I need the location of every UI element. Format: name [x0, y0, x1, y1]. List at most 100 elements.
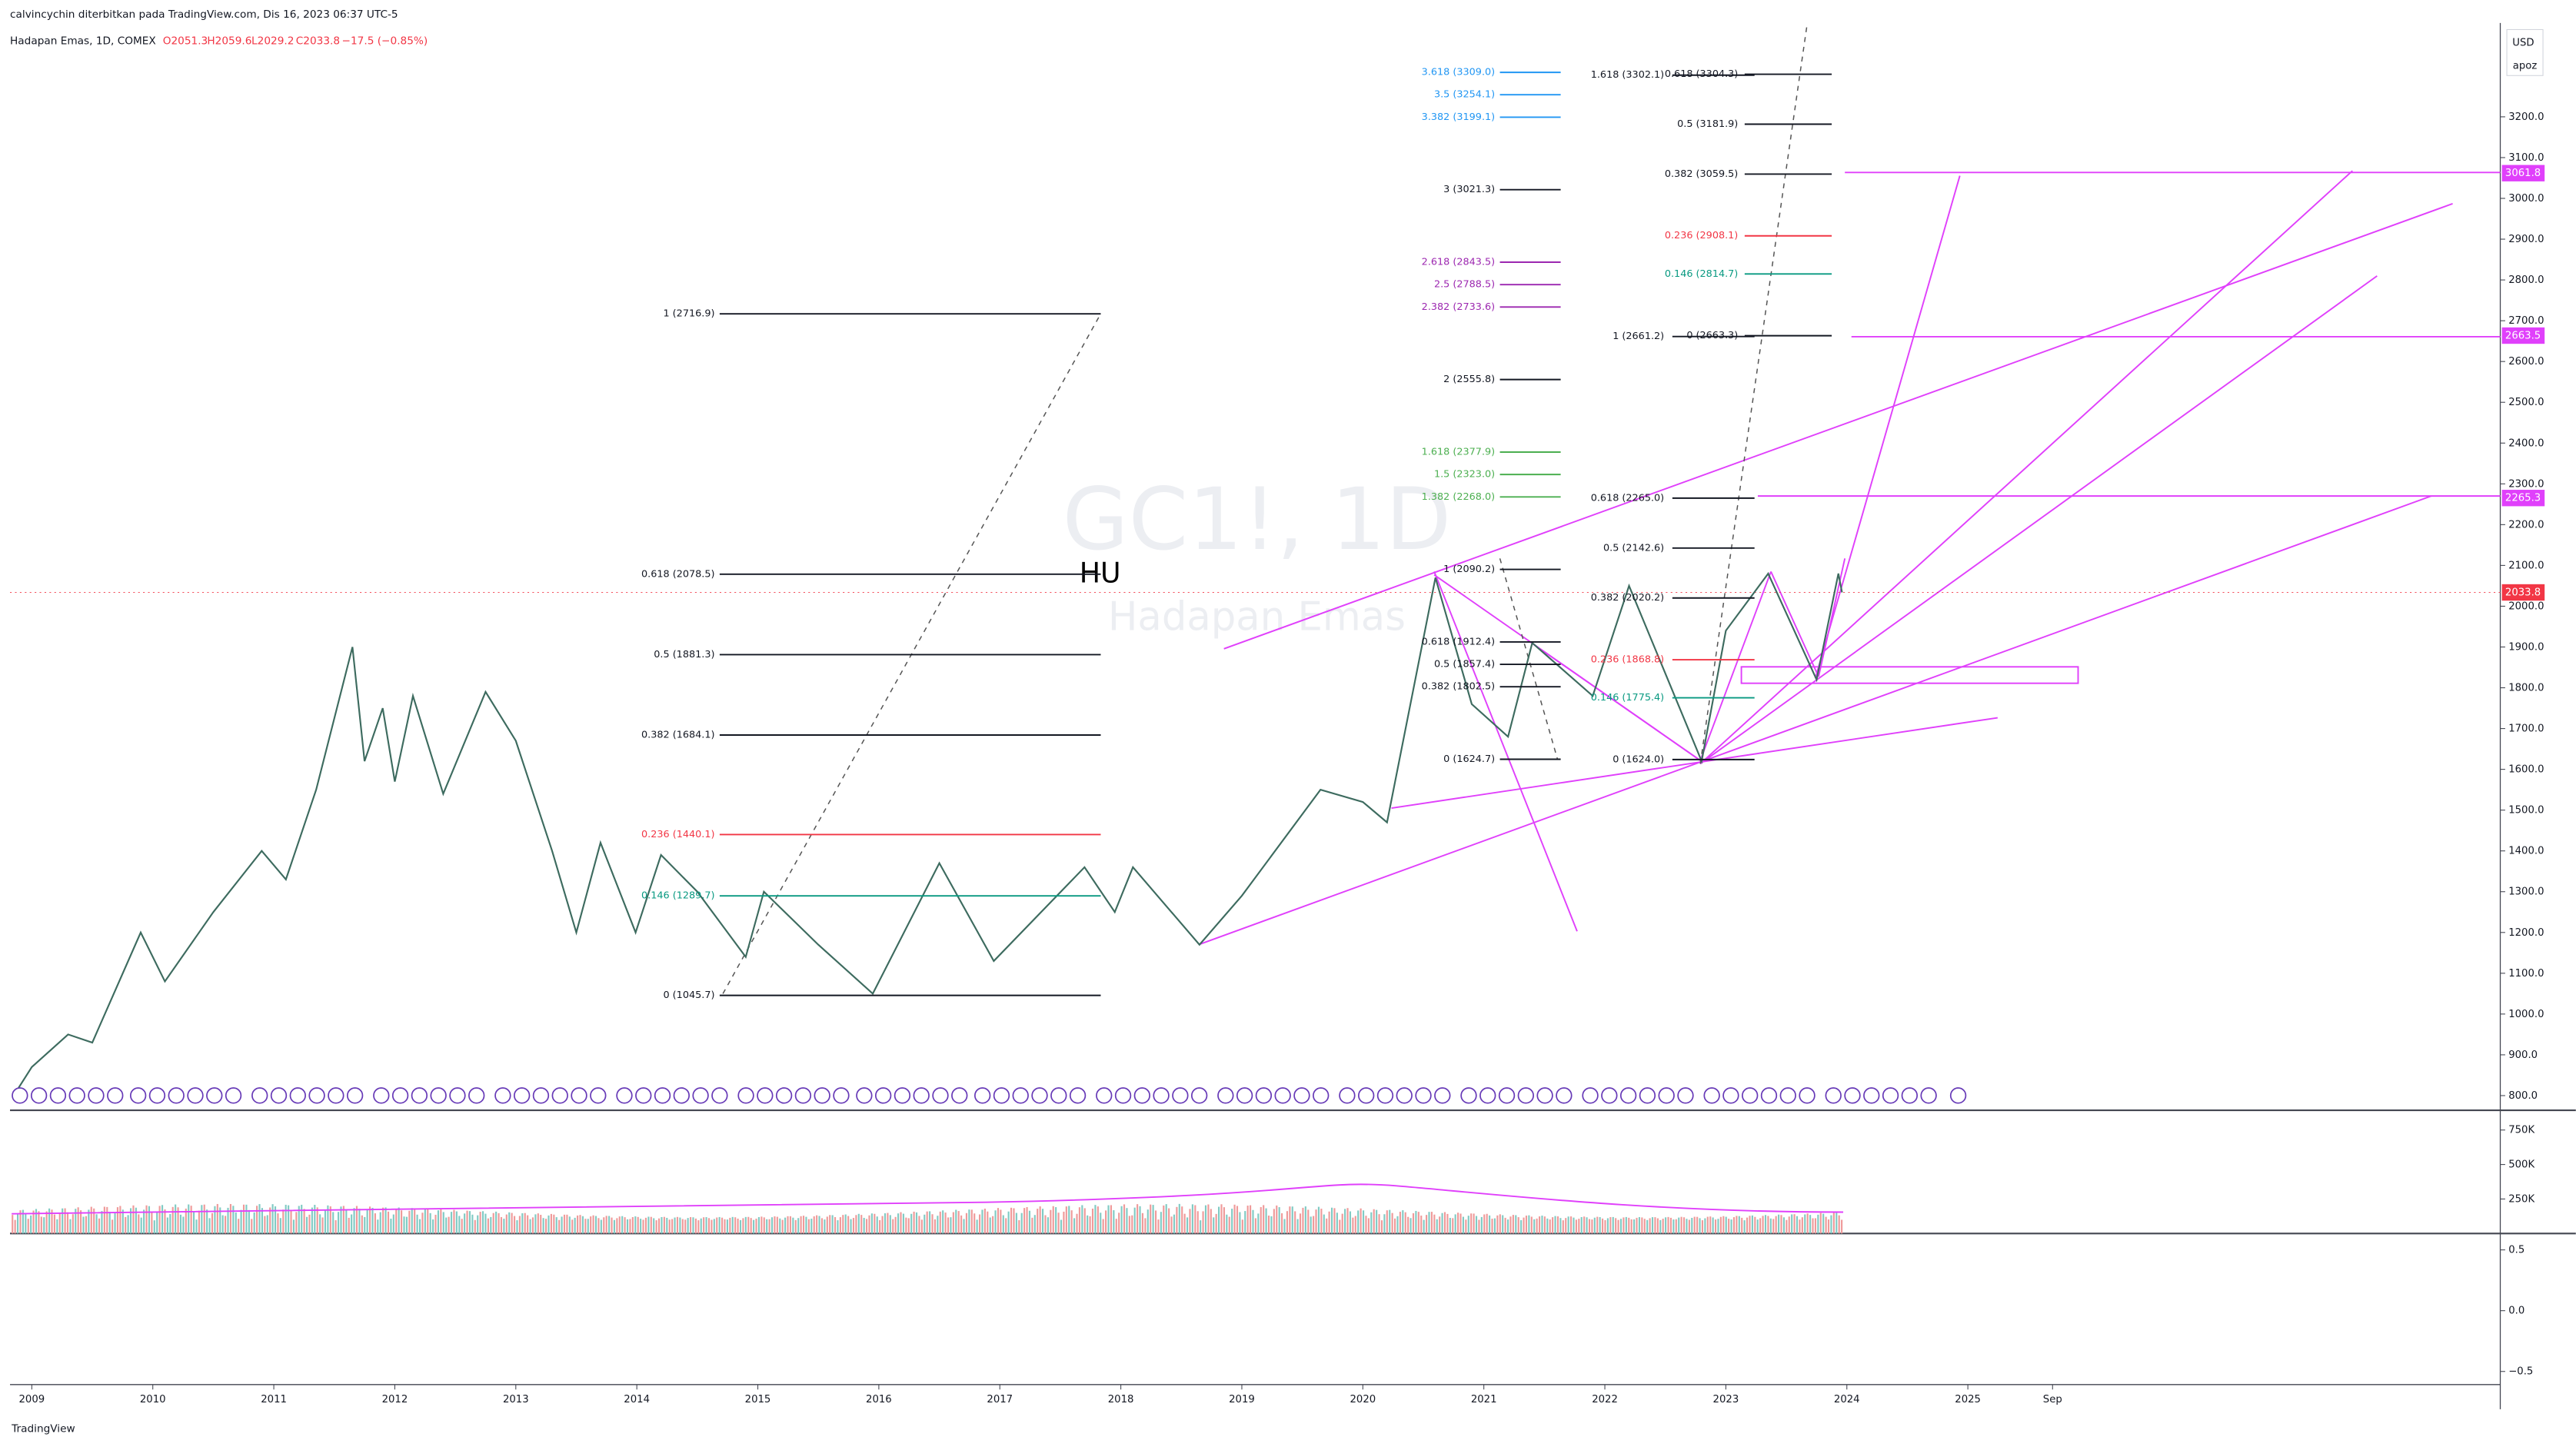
event-icon[interactable]: [148, 1087, 166, 1104]
event-icon[interactable]: [757, 1087, 774, 1104]
event-icon[interactable]: [775, 1087, 793, 1104]
event-icon[interactable]: [1031, 1087, 1048, 1104]
event-icon[interactable]: [129, 1087, 147, 1104]
volume-bar: [668, 1219, 671, 1234]
event-icon[interactable]: [1217, 1087, 1234, 1104]
event-icon[interactable]: [571, 1087, 587, 1104]
event-icon[interactable]: [1882, 1087, 1899, 1104]
event-icon[interactable]: [1358, 1087, 1375, 1104]
event-icon[interactable]: [12, 1087, 28, 1104]
event-icon[interactable]: [551, 1087, 568, 1104]
event-icon[interactable]: [1396, 1087, 1413, 1104]
event-icon[interactable]: [1050, 1087, 1067, 1104]
event-icon[interactable]: [1722, 1087, 1739, 1104]
event-icon[interactable]: [168, 1087, 185, 1104]
event-icon[interactable]: [1313, 1087, 1330, 1104]
event-icon[interactable]: [107, 1087, 124, 1104]
event-icon[interactable]: [49, 1087, 67, 1104]
event-icon[interactable]: [1274, 1087, 1291, 1104]
event-icon[interactable]: [692, 1087, 709, 1104]
event-icon[interactable]: [1536, 1087, 1553, 1104]
scale-mode[interactable]: apoz: [2513, 60, 2538, 72]
event-icon[interactable]: [1190, 1087, 1208, 1104]
event-icon[interactable]: [1517, 1087, 1535, 1104]
event-icon[interactable]: [187, 1087, 204, 1104]
event-icon[interactable]: [1479, 1087, 1496, 1104]
event-icon[interactable]: [1677, 1087, 1694, 1104]
event-icon[interactable]: [1114, 1087, 1132, 1104]
event-icon[interactable]: [289, 1087, 306, 1104]
event-icon[interactable]: [532, 1087, 550, 1104]
event-icon[interactable]: [206, 1087, 223, 1104]
event-icon[interactable]: [88, 1087, 105, 1104]
event-icon[interactable]: [30, 1087, 48, 1104]
event-icon[interactable]: [894, 1087, 911, 1104]
event-icon[interactable]: [68, 1087, 85, 1104]
event-icon[interactable]: [1498, 1087, 1516, 1104]
volume-bar: [434, 1214, 437, 1234]
event-icon[interactable]: [1012, 1087, 1029, 1104]
event-icon[interactable]: [1556, 1087, 1573, 1104]
event-icon[interactable]: [993, 1087, 1010, 1104]
event-icon[interactable]: [1920, 1087, 1937, 1104]
event-icon[interactable]: [1844, 1087, 1861, 1104]
event-icon[interactable]: [494, 1087, 511, 1104]
event-icon[interactable]: [225, 1087, 242, 1104]
event-icon[interactable]: [794, 1087, 812, 1104]
event-icon[interactable]: [1863, 1087, 1880, 1104]
event-icon[interactable]: [711, 1087, 728, 1104]
event-icon[interactable]: [449, 1087, 466, 1104]
event-icon[interactable]: [1434, 1087, 1451, 1104]
event-icon[interactable]: [1172, 1087, 1189, 1104]
event-icon[interactable]: [1760, 1087, 1778, 1104]
event-icon[interactable]: [1069, 1087, 1087, 1104]
event-icon[interactable]: [856, 1087, 873, 1104]
event-icon[interactable]: [932, 1087, 949, 1104]
event-icon[interactable]: [616, 1087, 633, 1104]
event-icon[interactable]: [673, 1087, 690, 1104]
event-icon[interactable]: [251, 1087, 268, 1104]
event-icon[interactable]: [1639, 1087, 1656, 1104]
event-icon[interactable]: [737, 1087, 754, 1104]
event-icon[interactable]: [308, 1087, 325, 1104]
event-icon[interactable]: [654, 1087, 671, 1104]
event-icon[interactable]: [1096, 1087, 1113, 1104]
event-icon[interactable]: [468, 1087, 485, 1104]
event-icon[interactable]: [373, 1087, 390, 1104]
event-icon[interactable]: [814, 1087, 830, 1104]
event-icon[interactable]: [913, 1087, 930, 1104]
event-icon[interactable]: [1619, 1087, 1637, 1104]
event-icon[interactable]: [1415, 1087, 1432, 1104]
event-icon[interactable]: [1255, 1087, 1273, 1104]
event-icon[interactable]: [1376, 1087, 1394, 1104]
event-icon[interactable]: [951, 1087, 968, 1104]
event-icon[interactable]: [430, 1087, 447, 1104]
event-icon[interactable]: [391, 1087, 409, 1104]
event-icon[interactable]: [1236, 1087, 1253, 1104]
event-icon[interactable]: [1460, 1087, 1477, 1104]
event-icon[interactable]: [1133, 1087, 1150, 1104]
event-icon[interactable]: [635, 1087, 652, 1104]
event-icon[interactable]: [411, 1087, 428, 1104]
event-icon[interactable]: [346, 1087, 364, 1104]
event-icon[interactable]: [1901, 1087, 1919, 1104]
event-icon[interactable]: [833, 1087, 850, 1104]
event-icon[interactable]: [1779, 1087, 1796, 1104]
event-icon[interactable]: [1293, 1087, 1310, 1104]
event-icon[interactable]: [874, 1087, 892, 1104]
event-icon[interactable]: [1658, 1087, 1675, 1104]
event-icon[interactable]: [1799, 1087, 1816, 1104]
event-icon[interactable]: [590, 1087, 607, 1104]
event-icon[interactable]: [1339, 1087, 1356, 1104]
event-icon[interactable]: [1825, 1087, 1842, 1104]
event-icon[interactable]: [1582, 1087, 1599, 1104]
event-icon[interactable]: [513, 1087, 531, 1104]
event-icon[interactable]: [1703, 1087, 1720, 1104]
currency-box[interactable]: [2506, 28, 2544, 76]
event-icon[interactable]: [328, 1087, 344, 1104]
event-icon[interactable]: [1601, 1087, 1618, 1104]
event-icon[interactable]: [1153, 1087, 1170, 1104]
event-icon[interactable]: [270, 1087, 288, 1104]
event-icon[interactable]: [973, 1087, 991, 1104]
event-icon[interactable]: [1742, 1087, 1759, 1104]
